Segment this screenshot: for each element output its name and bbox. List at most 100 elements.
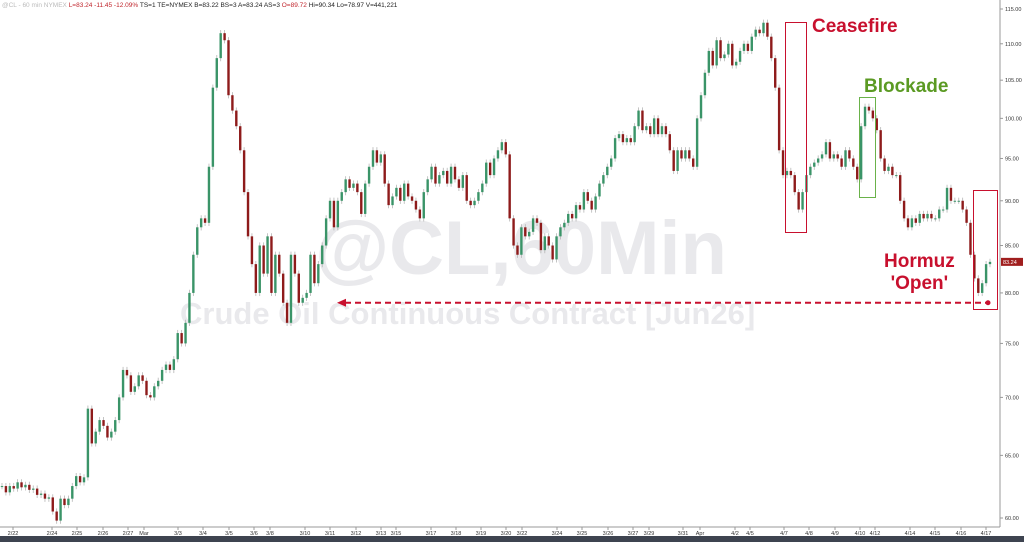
candle-down bbox=[770, 36, 773, 59]
x-tick-label: 2/26 bbox=[98, 531, 109, 537]
candle-up bbox=[895, 175, 898, 177]
candle-down bbox=[781, 150, 785, 176]
candle-down bbox=[621, 134, 625, 143]
candle-up bbox=[340, 192, 343, 201]
hormuz-label-line2: 'Open' bbox=[890, 273, 949, 294]
candle-up bbox=[211, 87, 215, 167]
x-tick-label: 3/5 bbox=[225, 531, 233, 537]
candle-down bbox=[406, 183, 410, 197]
candle-down bbox=[629, 138, 632, 143]
candle-down bbox=[445, 170, 449, 184]
candle-down bbox=[293, 254, 297, 274]
candle-down bbox=[125, 369, 129, 376]
candle-up bbox=[567, 213, 570, 223]
x-tick-label: 3/18 bbox=[451, 531, 462, 537]
x-tick-label: 3/27 bbox=[628, 531, 639, 537]
candle-up bbox=[750, 36, 753, 51]
candle-down bbox=[836, 154, 839, 159]
candle-up bbox=[258, 245, 261, 293]
candle-down bbox=[977, 278, 980, 293]
candle-down bbox=[774, 58, 777, 88]
candle-up bbox=[738, 50, 742, 62]
candle-down bbox=[879, 130, 882, 159]
candle-up bbox=[403, 183, 406, 201]
x-tick-label: 3/11 bbox=[325, 531, 335, 537]
candle-down bbox=[145, 380, 148, 396]
candle-up bbox=[274, 254, 277, 293]
candle-up bbox=[594, 196, 597, 210]
candle-up bbox=[461, 175, 465, 188]
candle-up bbox=[941, 209, 945, 211]
candle-down bbox=[227, 40, 230, 96]
candle-up bbox=[430, 166, 433, 180]
candle-down bbox=[688, 150, 691, 159]
candle-down bbox=[270, 236, 273, 293]
x-tick-label: 4/8 bbox=[805, 531, 813, 537]
candle-down bbox=[348, 179, 351, 188]
ceasefire-box bbox=[785, 22, 807, 233]
candle-down bbox=[12, 486, 15, 489]
x-tick-label: 4/2 bbox=[731, 531, 739, 537]
candle-down bbox=[453, 166, 457, 180]
quote-header: @CL - 60 min NYMEX L=83.24 -11.45 -12.09… bbox=[2, 2, 397, 9]
candle-up bbox=[610, 158, 613, 167]
x-tick-label: 4/12 bbox=[870, 531, 881, 537]
x-tick-label: 3/26 bbox=[603, 531, 614, 537]
x-tick-label: 2/25 bbox=[72, 531, 83, 537]
candle-up bbox=[617, 134, 621, 139]
candle-down bbox=[410, 196, 414, 201]
candle-up bbox=[426, 179, 429, 193]
candle-up bbox=[98, 420, 101, 432]
x-tick-label: 3/25 bbox=[577, 531, 588, 537]
y-tick-label: 70.00 bbox=[1005, 395, 1019, 401]
candle-down bbox=[898, 175, 902, 201]
candle-up bbox=[625, 138, 629, 143]
candle-down bbox=[78, 476, 82, 483]
candle-down bbox=[758, 29, 761, 34]
candle-down bbox=[43, 493, 47, 499]
y-tick-label: 90.00 bbox=[1005, 199, 1019, 205]
candle-up bbox=[910, 218, 914, 228]
candle-down bbox=[719, 40, 722, 59]
candle-up bbox=[82, 477, 86, 483]
candle-up bbox=[645, 126, 648, 131]
y-tick-label: 105.00 bbox=[1005, 78, 1022, 84]
candle-down bbox=[356, 183, 359, 193]
candle-up bbox=[676, 150, 679, 171]
candle-up bbox=[606, 166, 609, 176]
candle-down bbox=[711, 50, 714, 66]
candle-down bbox=[387, 183, 390, 206]
candle-down bbox=[129, 375, 133, 392]
candle-up bbox=[945, 187, 949, 210]
candle-up bbox=[699, 95, 703, 119]
candle-down bbox=[871, 110, 875, 119]
candle-down bbox=[731, 43, 734, 66]
candle-up bbox=[543, 236, 547, 251]
x-tick-label: 4/5 bbox=[746, 531, 754, 537]
candle-up bbox=[809, 166, 812, 176]
arrowhead-left-icon bbox=[337, 298, 346, 307]
horizontal-scrollbar[interactable] bbox=[0, 536, 1024, 542]
candle-up bbox=[0, 486, 4, 488]
candle-up bbox=[703, 72, 707, 96]
candle-up bbox=[71, 486, 74, 499]
candle-down bbox=[902, 200, 906, 219]
quote-details: TS=1 TE=NYMEX B=83.22 BS=3 A=83.24 AS=3 bbox=[139, 2, 280, 9]
candle-down bbox=[856, 166, 859, 180]
candle-down bbox=[383, 154, 386, 184]
candle-up bbox=[184, 322, 187, 344]
candle-up bbox=[121, 369, 125, 398]
candle-down bbox=[973, 254, 976, 279]
candle-down bbox=[488, 162, 492, 176]
candle-up bbox=[527, 231, 531, 237]
candle-down bbox=[535, 218, 539, 223]
candle-up bbox=[824, 142, 828, 155]
x-tick-label: 2/24 bbox=[47, 531, 58, 537]
candle-up bbox=[559, 227, 562, 237]
candle-down bbox=[793, 175, 796, 193]
candle-up bbox=[215, 58, 218, 88]
x-tick-label: 4/15 bbox=[930, 531, 941, 537]
open-price: O=89.72 bbox=[281, 2, 307, 9]
last-price-badge bbox=[1001, 257, 1023, 266]
